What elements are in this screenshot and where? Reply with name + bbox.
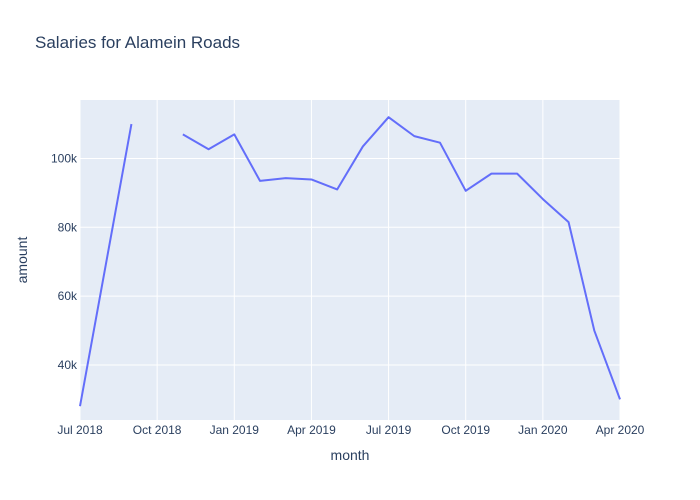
- x-tick-label: Jul 2019: [366, 423, 412, 437]
- y-tick-label: 80k: [58, 220, 78, 234]
- y-tick-label: 60k: [58, 289, 78, 303]
- y-axis-title: amount: [14, 236, 30, 284]
- x-tick-label: Apr 2020: [596, 423, 645, 437]
- x-tick-label: Apr 2019: [287, 423, 336, 437]
- series-line: [79, 116, 621, 407]
- x-tick-label: Oct 2019: [441, 423, 490, 437]
- x-tick-label: Oct 2018: [133, 423, 182, 437]
- x-axis-title: month: [330, 447, 370, 463]
- y-tick-label: 40k: [58, 358, 78, 372]
- chart-title: Salaries for Alamein Roads: [35, 33, 241, 52]
- x-tick-label: Jan 2020: [518, 423, 568, 437]
- x-tick-label: Jul 2018: [57, 423, 103, 437]
- x-tick-label: Jan 2019: [210, 423, 260, 437]
- y-tick-label: 100k: [51, 151, 78, 165]
- plot-area: [80, 100, 620, 420]
